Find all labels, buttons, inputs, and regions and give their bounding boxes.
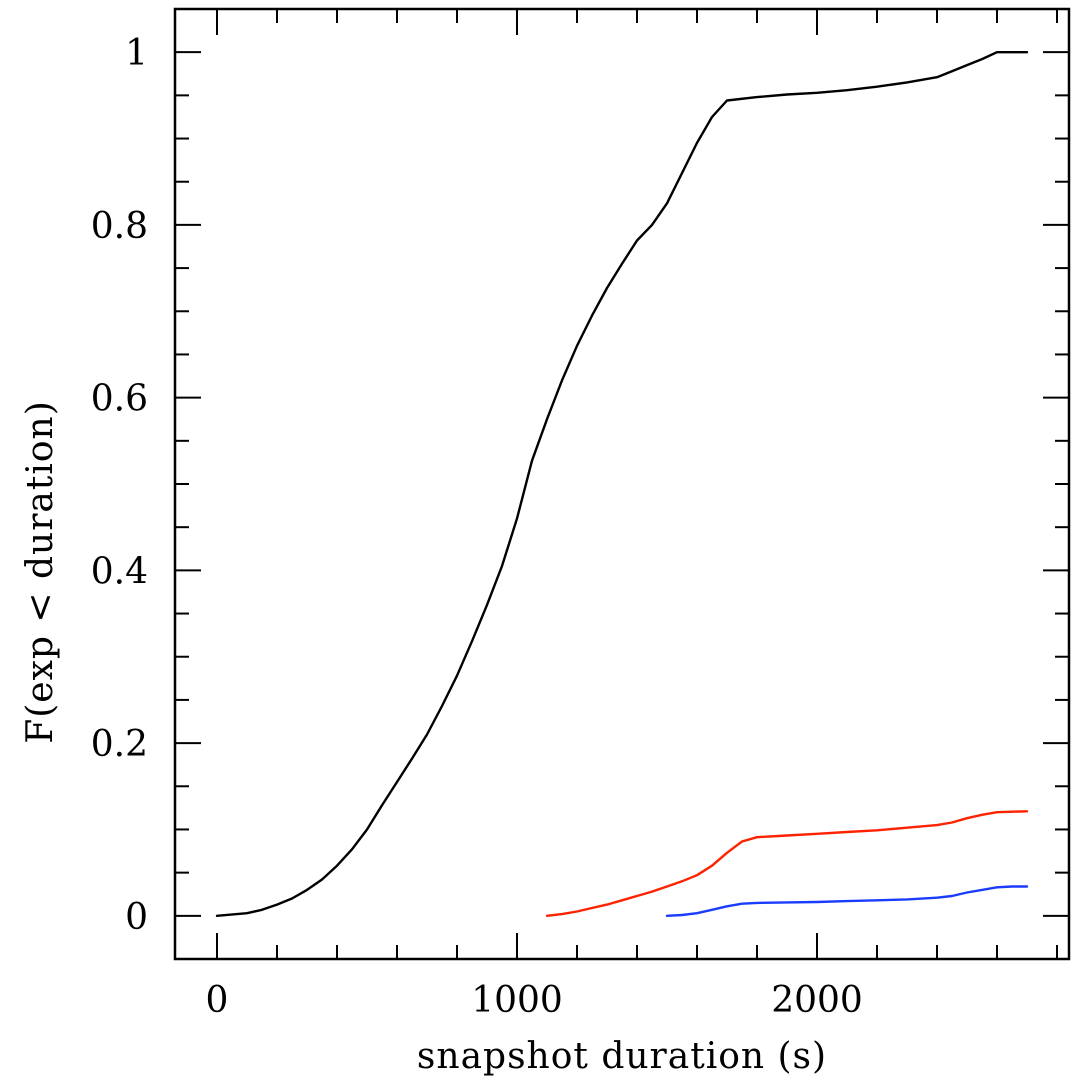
series-line-red	[545, 810, 1029, 917]
x-axis-title: snapshot duration (s)	[417, 1036, 827, 1077]
y-tick-label: 0.6	[91, 379, 148, 420]
y-tick-label: 0.2	[91, 724, 148, 765]
series-group	[215, 51, 1029, 917]
y-tick-label: 0.4	[91, 551, 148, 592]
x-tick-label: 2000	[771, 980, 863, 1021]
axis-ticks	[175, 8, 1069, 959]
plot-frame	[173, 7, 1071, 961]
series-line-blue	[665, 885, 1029, 917]
series-line-black	[215, 51, 1029, 917]
tick-labels: 0 1000 2000 0 0.2 0.4 0.6 0.8 1	[91, 33, 863, 1021]
x-tick-label: 1000	[471, 980, 563, 1021]
y-tick-label: 1	[125, 33, 148, 74]
y-tick-label: 0.8	[91, 206, 148, 247]
y-axis-title: F(exp < duration)	[20, 400, 61, 744]
y-tick-label: 0	[125, 897, 148, 938]
x-tick-label: 0	[206, 980, 229, 1021]
